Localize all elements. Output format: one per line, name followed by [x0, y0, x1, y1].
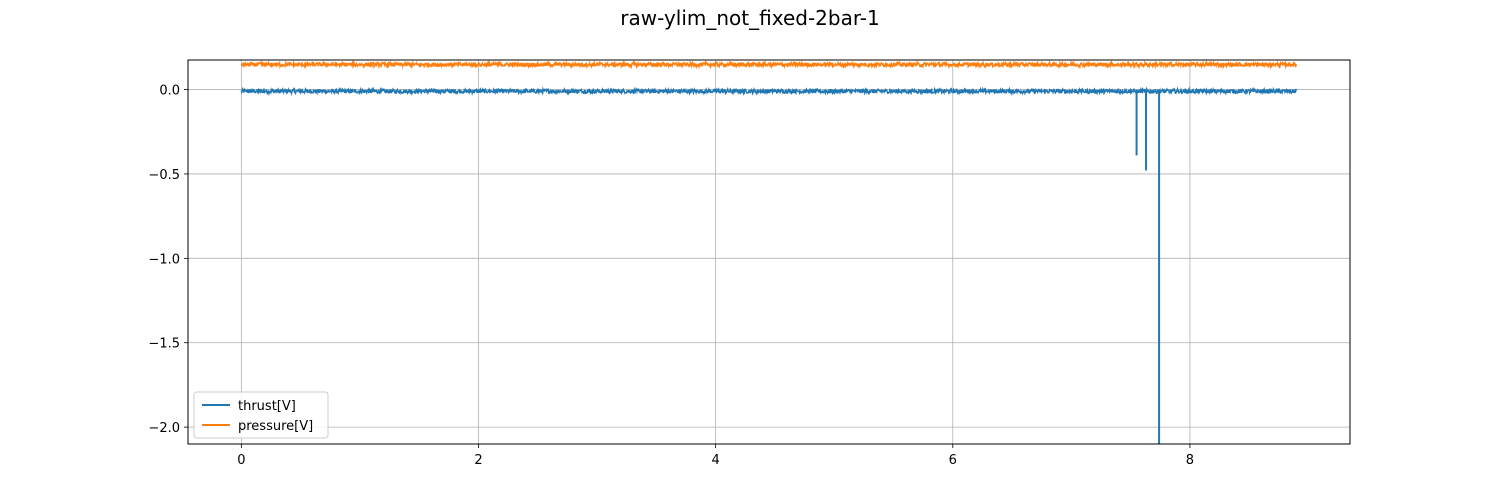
legend-label: pressure[V]: [238, 419, 313, 434]
x-tick-label: 4: [712, 453, 720, 468]
legend-box: [193, 391, 329, 439]
x-tick-label: 6: [949, 453, 957, 468]
axis-ticks: 0 2 4 6 8 0.0 −0.5 −1.0 −1.5 −2.0: [148, 84, 1194, 468]
y-tick-label: −2.0: [148, 421, 180, 436]
series-line: [241, 60, 1298, 70]
y-tick-label: −1.5: [148, 337, 180, 352]
plot-frame: [187, 59, 1351, 445]
y-tick-label: −0.5: [148, 168, 180, 183]
chart-title: raw-ylim_not_fixed-2bar-1: [620, 6, 880, 30]
x-tick-label: 8: [1186, 453, 1194, 468]
legend: thrust[V] pressure[V]: [193, 391, 329, 439]
y-tick-label: 0.0: [159, 84, 180, 99]
grid-lines: [188, 60, 1350, 444]
series-line: [240, 86, 1298, 97]
y-tick-label: −1.0: [148, 252, 180, 267]
series-layer: [240, 60, 1298, 444]
x-tick-label: 2: [474, 453, 482, 468]
x-tick-label: 0: [237, 453, 245, 468]
legend-label: thrust[V]: [238, 399, 296, 414]
